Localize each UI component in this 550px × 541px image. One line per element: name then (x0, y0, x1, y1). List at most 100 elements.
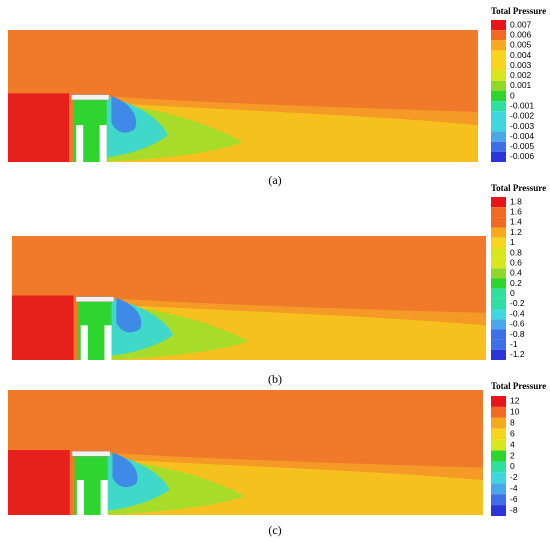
pillar (104, 325, 112, 360)
legend-swatch (491, 247, 506, 259)
legend-label: -0.4 (510, 308, 525, 318)
legend-swatch (491, 505, 506, 516)
pillar (80, 325, 88, 360)
legend-label: 10 (510, 407, 520, 417)
legend-label: -6 (510, 494, 518, 504)
legend-swatch (491, 227, 506, 238)
legend-swatch (491, 396, 506, 407)
wake-orange (106, 298, 487, 326)
legend-swatch (491, 141, 506, 152)
pillar (76, 480, 84, 515)
legend-swatch (491, 91, 506, 102)
legend-label: 1.6 (510, 207, 522, 217)
inlet-red (8, 450, 70, 515)
pillar (100, 480, 108, 515)
legend-label: 0.006 (510, 29, 532, 39)
legend-label: 12 (510, 396, 520, 406)
inlet-red (12, 295, 74, 360)
wake-blue (116, 298, 142, 333)
legend-label: 0.004 (510, 50, 532, 60)
legend-label: 0.2 (510, 278, 522, 288)
legend-swatch (491, 483, 506, 495)
legend-swatch (491, 329, 506, 340)
legend-swatch (491, 319, 506, 330)
legend-label: 0.003 (510, 60, 532, 70)
legend-swatch (491, 151, 506, 162)
panel: Total Pressure 1.81.61.41.210.80.60.40.20… (12, 183, 546, 386)
legend-swatch (491, 494, 506, 506)
legend-swatch (491, 288, 506, 299)
legend-label: 0.005 (510, 40, 532, 50)
legend-label: -8 (510, 505, 518, 515)
legend-swatch (491, 258, 506, 269)
legend-label: 0 (510, 461, 515, 471)
legend-swatch (491, 101, 506, 112)
legend-swatch (491, 406, 506, 418)
legend-label: 1.8 (510, 196, 522, 206)
wake-orange (103, 452, 483, 480)
wake-blue (111, 96, 137, 133)
legend-label: -0.001 (510, 100, 534, 110)
legend-label: 0 (510, 90, 515, 100)
legend-label: 0.8 (510, 247, 522, 257)
legend-label: -0.6 (510, 319, 525, 329)
roof (75, 296, 115, 302)
legend-label: -0.8 (510, 329, 525, 339)
caption: (b) (268, 372, 282, 386)
legend-swatch (491, 278, 506, 289)
legend-label: -0.2 (510, 298, 525, 308)
legend-label: 0.4 (510, 268, 522, 278)
legend-label: 0.6 (510, 257, 522, 267)
inlet-red (8, 93, 70, 162)
legend-swatch (491, 349, 506, 360)
legend-label: 1.2 (510, 227, 522, 237)
legend-swatch (491, 417, 506, 429)
legend-swatch (491, 428, 506, 440)
legend-swatch (491, 309, 506, 320)
legend-swatch (491, 60, 506, 71)
legend-swatch (491, 70, 506, 81)
legend-label: -2 (510, 472, 518, 482)
caption: (a) (268, 173, 281, 187)
legend-label: 0.002 (510, 70, 532, 80)
legend-swatch (491, 80, 506, 91)
roof (71, 94, 110, 101)
legend-label: -0.004 (510, 131, 534, 141)
legend-swatch (491, 50, 506, 61)
legend-swatch (491, 20, 506, 31)
legend-swatch (491, 472, 506, 484)
caption: (c) (268, 523, 281, 537)
legend-label: 1 (510, 237, 515, 247)
legend-label: 2 (510, 450, 515, 460)
legend-title: Total Pressure (491, 381, 546, 391)
legend-label: -0.005 (510, 141, 534, 151)
legend-label: -1 (510, 339, 518, 349)
legend-label: -4 (510, 483, 518, 493)
legend-label: -0.003 (510, 121, 534, 131)
wake-blue (112, 452, 138, 488)
legend-label: 0.001 (510, 80, 532, 90)
roof (71, 451, 111, 457)
legend-label: 6 (510, 428, 515, 438)
legend-swatch (491, 439, 506, 451)
legend-swatch (491, 30, 506, 41)
legend-swatch (491, 461, 506, 473)
legend-label: 8 (510, 418, 515, 428)
legend-label: 0.007 (510, 19, 532, 29)
legend-swatch (491, 121, 506, 132)
pillar (99, 125, 107, 162)
legend-label: -1.2 (510, 349, 525, 359)
legend-label: -0.002 (510, 111, 534, 121)
legend-swatch (491, 111, 506, 122)
legend-swatch (491, 298, 506, 310)
legend-swatch (491, 339, 506, 350)
legend-swatch (491, 217, 506, 228)
legend-swatch (491, 131, 506, 142)
legend-label: 0 (510, 288, 515, 298)
pillar (76, 125, 84, 162)
legend-label: 4 (510, 439, 515, 449)
panel: Total Pressure0.0070.0060.0050.0040.0030… (8, 6, 546, 187)
legend-label: -0.006 (510, 151, 534, 161)
